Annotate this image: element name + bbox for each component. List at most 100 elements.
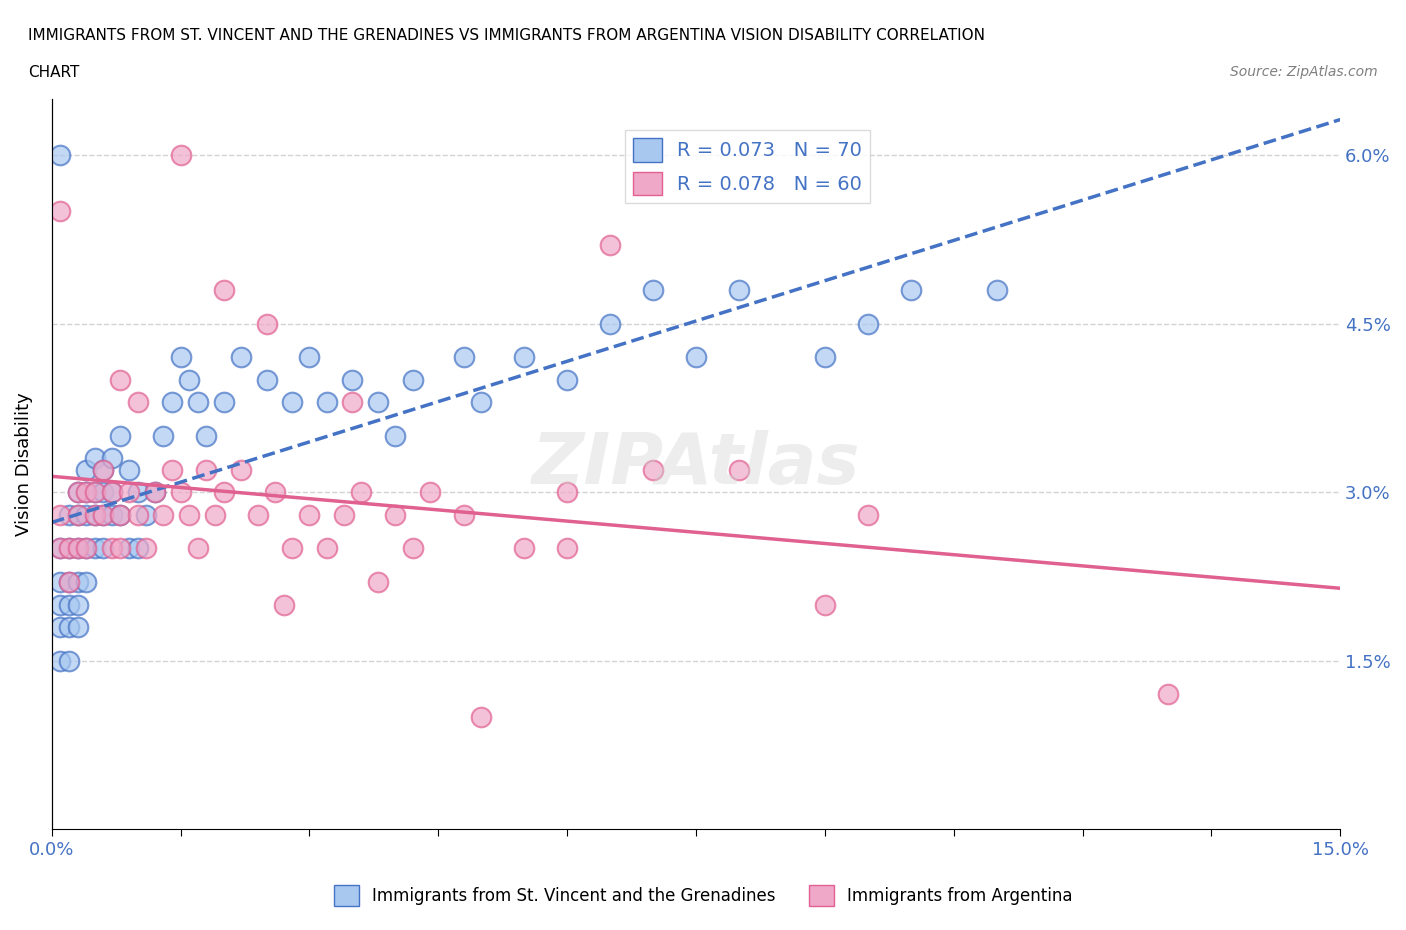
Point <box>179 372 201 387</box>
Point <box>401 541 423 556</box>
Point <box>195 429 218 444</box>
Point <box>75 485 97 499</box>
Point <box>66 507 89 522</box>
Point <box>513 350 536 365</box>
Point <box>83 485 105 499</box>
Point <box>143 485 166 499</box>
Legend: Immigrants from St. Vincent and the Grenadines, Immigrants from Argentina: Immigrants from St. Vincent and the Gren… <box>326 879 1080 912</box>
Point <box>75 462 97 477</box>
Point <box>152 507 174 522</box>
Point <box>229 462 252 477</box>
Point <box>118 541 141 556</box>
Point <box>58 507 80 522</box>
Point <box>264 485 287 499</box>
Point <box>555 541 578 556</box>
Point <box>58 541 80 556</box>
Point <box>91 507 114 522</box>
Point <box>49 654 72 669</box>
Point <box>66 541 89 556</box>
Point <box>315 394 337 409</box>
Point <box>49 597 72 612</box>
Point <box>856 507 879 522</box>
Point <box>66 541 89 556</box>
Point <box>91 541 114 556</box>
Point <box>75 541 97 556</box>
Point <box>152 429 174 444</box>
Point <box>75 485 97 499</box>
Point <box>212 485 235 499</box>
Point <box>127 485 149 499</box>
Point <box>66 619 89 634</box>
Point <box>641 283 664 298</box>
Point <box>101 507 124 522</box>
Point <box>298 507 321 522</box>
Point <box>298 350 321 365</box>
Point <box>91 507 114 522</box>
Point <box>101 485 124 499</box>
Point <box>75 575 97 590</box>
Point <box>127 541 149 556</box>
Point <box>212 283 235 298</box>
Point <box>470 710 492 724</box>
Point <box>986 283 1008 298</box>
Point <box>101 451 124 466</box>
Point <box>160 394 183 409</box>
Point <box>66 597 89 612</box>
Point <box>333 507 356 522</box>
Point <box>401 372 423 387</box>
Point <box>75 507 97 522</box>
Point <box>204 507 226 522</box>
Point <box>1157 687 1180 702</box>
Point <box>83 485 105 499</box>
Point <box>384 507 406 522</box>
Point <box>342 372 364 387</box>
Point <box>256 372 278 387</box>
Point <box>367 575 389 590</box>
Point <box>256 316 278 331</box>
Point <box>110 372 132 387</box>
Point <box>187 541 209 556</box>
Point <box>229 350 252 365</box>
Point <box>555 485 578 499</box>
Point <box>83 541 105 556</box>
Point <box>83 507 105 522</box>
Point <box>728 462 751 477</box>
Point <box>66 485 89 499</box>
Point <box>83 451 105 466</box>
Point <box>685 350 707 365</box>
Point <box>118 462 141 477</box>
Point <box>169 148 191 163</box>
Point <box>246 507 269 522</box>
Point <box>49 541 72 556</box>
Point <box>281 394 304 409</box>
Point <box>101 541 124 556</box>
Point <box>49 619 72 634</box>
Point <box>367 394 389 409</box>
Point <box>195 462 218 477</box>
Point <box>58 654 80 669</box>
Point <box>135 541 157 556</box>
Point <box>75 541 97 556</box>
Point <box>453 350 475 365</box>
Point <box>110 507 132 522</box>
Point <box>187 394 209 409</box>
Point <box>110 541 132 556</box>
Point <box>281 541 304 556</box>
Point <box>641 462 664 477</box>
Point <box>101 485 124 499</box>
Point <box>470 394 492 409</box>
Point <box>900 283 922 298</box>
Point <box>66 507 89 522</box>
Point <box>58 575 80 590</box>
Point <box>273 597 295 612</box>
Text: Source: ZipAtlas.com: Source: ZipAtlas.com <box>1230 65 1378 79</box>
Y-axis label: Vision Disability: Vision Disability <box>15 392 32 536</box>
Point <box>513 541 536 556</box>
Point <box>315 541 337 556</box>
Point <box>58 575 80 590</box>
Legend: R = 0.073   N = 70, R = 0.078   N = 60: R = 0.073 N = 70, R = 0.078 N = 60 <box>626 130 870 203</box>
Point <box>856 316 879 331</box>
Point <box>814 350 837 365</box>
Text: ZIPAtlas: ZIPAtlas <box>531 430 860 498</box>
Point <box>49 204 72 219</box>
